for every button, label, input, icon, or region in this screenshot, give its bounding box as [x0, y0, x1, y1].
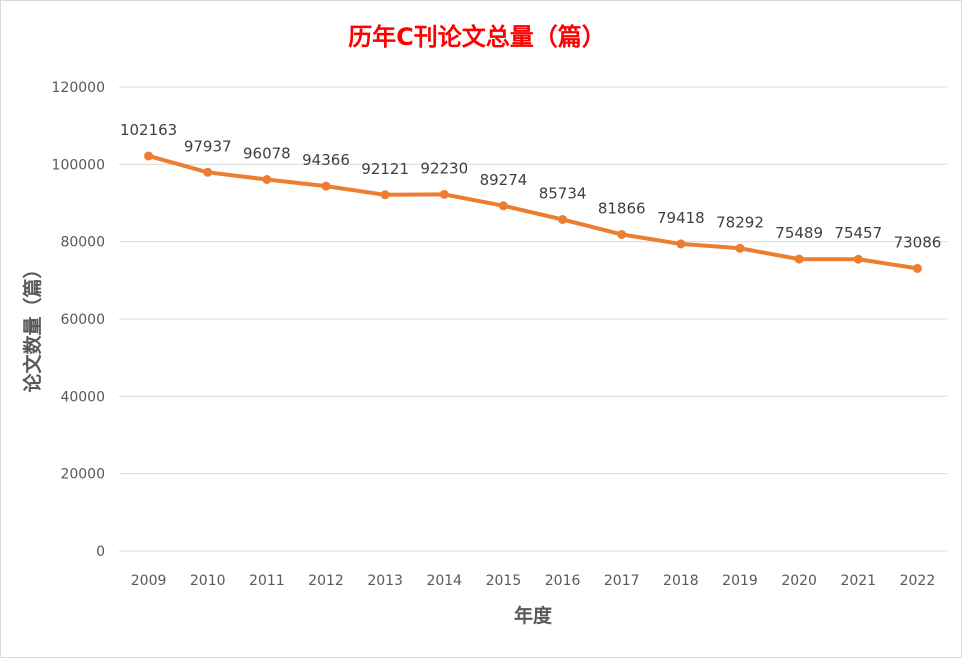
y-tick-label: 20000	[60, 467, 105, 483]
data-point	[144, 151, 154, 161]
x-tick-label: 2017	[604, 573, 640, 589]
x-tick-label: 2013	[367, 573, 403, 589]
data-label: 96078	[243, 144, 291, 162]
y-tick-label: 40000	[60, 389, 105, 405]
data-point	[203, 167, 213, 177]
data-point	[498, 201, 508, 211]
x-tick-label: 2010	[190, 573, 226, 589]
data-point	[558, 214, 568, 224]
gridlines	[119, 86, 947, 552]
chart-title: 历年C刊论文总量（篇）	[348, 23, 606, 51]
x-tick-label: 2011	[249, 573, 285, 589]
data-label: 85734	[539, 184, 587, 202]
data-label: 92230	[420, 159, 468, 177]
data-label: 92121	[361, 160, 409, 178]
data-labels: 102163 97937 96078 94366 92121 92230 89274 8573…	[120, 121, 941, 251]
data-label: 73086	[894, 233, 942, 251]
data-label: 75489	[775, 224, 823, 242]
data-point	[676, 239, 686, 249]
x-tick-label: 2022	[900, 573, 936, 589]
data-label: 89274	[480, 171, 528, 189]
data-point	[439, 189, 449, 199]
data-point	[262, 174, 272, 184]
data-point	[735, 243, 745, 253]
x-tick-label: 2014	[426, 573, 462, 589]
data-label: 97937	[184, 137, 232, 155]
data-point	[853, 254, 863, 264]
y-axis-title: 论文数量（篇）	[21, 259, 44, 392]
data-point	[617, 229, 627, 239]
x-tick-label: 2019	[722, 573, 758, 589]
data-label: 75457	[834, 224, 882, 242]
x-tick-label: 2016	[545, 573, 581, 589]
x-tick-label: 2015	[486, 573, 522, 589]
x-tick-label: 2021	[840, 573, 876, 589]
data-point	[321, 181, 331, 191]
x-tick-label: 2012	[308, 573, 344, 589]
x-axis-ticks: 2009 2010 2011 2012 2013 2014 2015 2016 2017 2018…	[131, 573, 935, 589]
x-tick-label: 2009	[131, 573, 167, 589]
y-tick-label: 0	[96, 544, 105, 560]
data-point	[794, 254, 804, 264]
data-label: 79418	[657, 209, 705, 227]
y-tick-label: 60000	[60, 312, 105, 328]
y-tick-label: 100000	[52, 157, 105, 173]
y-axis-ticks: 0 20000 40000 60000 80000 100000 120000	[52, 80, 105, 560]
x-axis-title: 年度	[514, 604, 553, 627]
data-label: 102163	[120, 121, 177, 139]
x-tick-label: 2020	[781, 573, 817, 589]
series-line-group	[144, 151, 922, 273]
data-label: 78292	[716, 213, 764, 231]
y-tick-label: 120000	[52, 80, 105, 96]
data-label: 94366	[302, 151, 350, 169]
series-line	[146, 153, 920, 271]
y-tick-label: 80000	[60, 235, 105, 251]
data-label: 81866	[598, 199, 646, 217]
data-point	[912, 263, 922, 273]
x-tick-label: 2018	[663, 573, 699, 589]
data-point	[380, 190, 390, 200]
